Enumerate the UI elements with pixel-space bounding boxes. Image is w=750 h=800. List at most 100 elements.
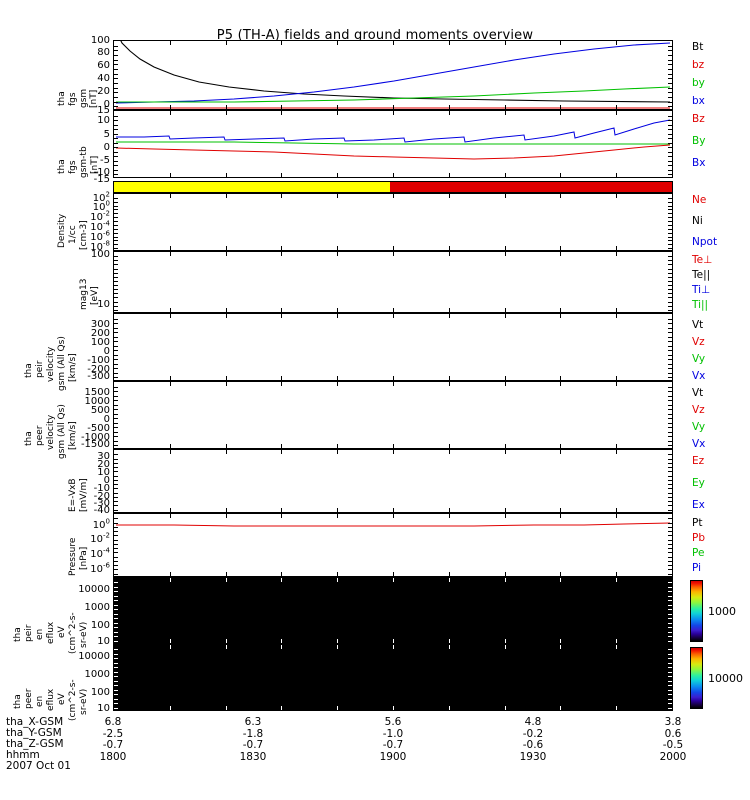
ytick-p7-2: 10-4 xyxy=(90,547,110,561)
axis-tick xyxy=(449,578,450,582)
colorbar-peir-label: 1000 xyxy=(708,605,736,618)
axis-tick xyxy=(449,572,450,576)
xaxis-value-x: 3.8 xyxy=(664,716,682,728)
panel-fgs-gsm[interactable] xyxy=(113,40,673,110)
ytick-p7-1: 10-2 xyxy=(90,532,110,546)
axis-tick xyxy=(668,248,672,249)
panel-density[interactable] xyxy=(113,193,673,251)
axis-tick xyxy=(114,523,118,524)
axis-tick xyxy=(668,289,672,290)
axis-tick xyxy=(114,544,118,545)
ytick-p0-2: 60 xyxy=(97,60,110,71)
axis-tick xyxy=(668,501,672,502)
axis-tick xyxy=(560,450,561,454)
legend-p6-ez: Ez xyxy=(692,455,705,467)
axis-tick xyxy=(668,476,672,477)
xaxis-row-label-time: hhmm xyxy=(6,749,40,761)
axis-tick xyxy=(226,194,227,198)
axis-tick xyxy=(668,596,672,597)
axis-tick xyxy=(560,514,561,518)
axis-tick xyxy=(114,359,118,360)
axis-tick xyxy=(114,405,118,406)
axis-tick xyxy=(281,706,282,710)
panel-e-field[interactable] xyxy=(113,449,673,513)
xaxis-value-z: -0.7 xyxy=(242,739,264,751)
axis-tick xyxy=(114,134,118,135)
panel-fgs-gsm-tb[interactable] xyxy=(113,110,673,178)
panel-peer-eflux-ylabel: tha xyxy=(13,694,23,709)
axis-tick xyxy=(114,74,118,75)
axis-tick xyxy=(170,105,171,109)
axis-tick xyxy=(393,514,394,518)
status-segment-yellow xyxy=(114,182,391,192)
axis-tick xyxy=(114,685,118,686)
axis-tick xyxy=(226,105,227,109)
panel-peer-velocity[interactable] xyxy=(113,381,673,449)
ytick-p8-1: 1000 xyxy=(84,602,110,613)
axis-tick xyxy=(114,703,118,704)
axis-tick xyxy=(337,41,338,45)
axis-tick xyxy=(337,450,338,454)
axis-tick xyxy=(668,654,672,655)
panel-peer-en-eflux[interactable] xyxy=(113,644,673,711)
axis-tick xyxy=(114,341,118,342)
xaxis-value-y: 0.6 xyxy=(664,727,682,740)
axis-tick xyxy=(281,376,282,380)
axis-tick xyxy=(114,636,118,637)
legend-p4-vt: Vt xyxy=(692,319,704,331)
axis-tick xyxy=(668,427,672,428)
axis-tick xyxy=(505,173,506,177)
axis-tick xyxy=(114,377,118,378)
axis-tick xyxy=(226,314,227,318)
legend-p0-bx: bx xyxy=(692,95,705,107)
ytick-p6-7: -40 xyxy=(93,505,110,516)
panel-peir-velocity[interactable] xyxy=(113,313,673,381)
xaxis-column-1800: 6.8 -2.5 -0.7 1800 xyxy=(73,717,153,762)
axis-tick xyxy=(668,229,672,230)
axis-tick xyxy=(114,170,118,171)
axis-tick xyxy=(337,252,338,256)
axis-tick xyxy=(337,314,338,318)
axis-tick xyxy=(114,432,118,433)
axis-tick xyxy=(668,217,672,218)
mode-status-bar[interactable] xyxy=(113,181,673,193)
panel-peir-en-eflux[interactable] xyxy=(113,577,673,644)
axis-tick xyxy=(668,264,672,265)
axis-tick xyxy=(281,578,282,582)
legend-p2-npot: Npot xyxy=(692,236,718,248)
axis-tick xyxy=(114,649,118,650)
axis-tick xyxy=(114,436,118,437)
axis-tick xyxy=(668,505,672,506)
axis-tick xyxy=(337,111,338,115)
panel-peir-eflux-ylabel-3: en xyxy=(35,628,45,640)
axis-tick xyxy=(226,308,227,312)
axis-tick xyxy=(668,116,672,117)
ytick-p6-3: 0 xyxy=(103,475,110,486)
ytick-p6-2: 10 xyxy=(97,467,110,478)
axis-tick xyxy=(668,69,672,70)
axis-tick xyxy=(393,639,394,643)
ytick-p9-0: 10000 xyxy=(78,651,110,662)
page-title: P5 (TH-A) fields and ground moments over… xyxy=(216,28,534,43)
axis-tick xyxy=(393,308,394,312)
axis-tick xyxy=(560,578,561,582)
ytick-p0-3: 40 xyxy=(97,73,110,84)
axis-tick xyxy=(668,143,672,144)
axis-tick xyxy=(170,376,171,380)
axis-tick xyxy=(668,281,672,282)
axis-tick xyxy=(114,156,118,157)
axis-tick xyxy=(616,578,617,582)
axis-tick xyxy=(668,523,672,524)
axis-tick xyxy=(114,206,118,207)
axis-tick xyxy=(114,614,118,615)
panel-pressure[interactable] xyxy=(113,513,673,577)
axis-tick xyxy=(668,627,672,628)
axis-tick xyxy=(668,582,672,583)
axis-tick xyxy=(668,97,672,98)
axis-tick xyxy=(114,632,118,633)
axis-tick xyxy=(505,508,506,512)
axis-tick xyxy=(668,297,672,298)
axis-tick xyxy=(668,346,672,347)
axis-tick xyxy=(337,706,338,710)
panel-mag13[interactable] xyxy=(113,251,673,313)
